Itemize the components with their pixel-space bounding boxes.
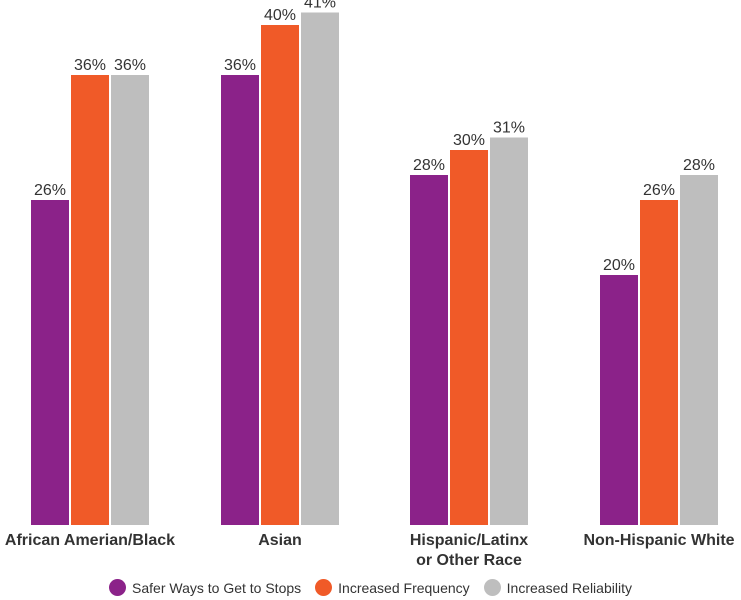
- legend-label-increased-reliability: Increased Reliability: [506, 579, 632, 596]
- bar-increased-reliability-1: [301, 12, 339, 525]
- legend-item-increased-frequency: Increased Frequency: [315, 579, 470, 596]
- bar-increased-reliability-3: [680, 175, 718, 525]
- bar-safer-ways-2: [410, 175, 448, 525]
- bar-safer-ways-0: [31, 200, 69, 525]
- data-label-increased-reliability-3: 28%: [683, 157, 715, 174]
- data-label-increased-frequency-2: 30%: [453, 132, 485, 149]
- category-label-2-line-0: Hispanic/Latinx: [410, 532, 528, 549]
- legend-label-increased-frequency: Increased Frequency: [338, 579, 470, 596]
- bar-increased-frequency-0: [71, 75, 109, 525]
- data-label-increased-reliability-1: 41%: [304, 0, 336, 12]
- legend-swatch-increased-reliability: [483, 579, 501, 596]
- bar-safer-ways-3: [600, 275, 638, 525]
- category-label-1-line-0: Asian: [258, 532, 302, 549]
- data-label-safer-ways-1: 36%: [224, 57, 256, 74]
- category-label-0-line-0: African Amerian/Black: [5, 532, 175, 549]
- bar-increased-reliability-0: [111, 75, 149, 525]
- data-label-safer-ways-3: 20%: [603, 257, 635, 274]
- data-label-increased-reliability-2: 31%: [493, 120, 525, 137]
- data-label-safer-ways-0: 26%: [34, 182, 66, 199]
- category-label-2-line-1: or Other Race: [416, 552, 522, 569]
- legend: Safer Ways to Get to Stops Increased Fre…: [0, 579, 741, 596]
- data-label-increased-reliability-0: 36%: [114, 57, 146, 74]
- data-label-safer-ways-2: 28%: [413, 157, 445, 174]
- bar-increased-frequency-3: [640, 200, 678, 525]
- legend-swatch-safer-ways: [109, 579, 127, 596]
- bar-increased-reliability-2: [490, 137, 528, 525]
- bar-safer-ways-1: [221, 75, 259, 525]
- bar-increased-frequency-2: [450, 150, 488, 525]
- legend-item-increased-reliability: Increased Reliability: [483, 579, 632, 596]
- legend-label-safer-ways: Safer Ways to Get to Stops: [132, 579, 302, 596]
- category-label-3-line-0: Non-Hispanic White: [583, 532, 734, 549]
- bar-increased-frequency-1: [261, 25, 299, 525]
- legend-item-safer-ways: Safer Ways to Get to Stops: [109, 579, 301, 596]
- data-label-increased-frequency-0: 36%: [74, 57, 106, 74]
- data-label-increased-frequency-3: 26%: [643, 182, 675, 199]
- legend-swatch-increased-frequency: [315, 579, 333, 596]
- data-label-increased-frequency-1: 40%: [264, 7, 296, 24]
